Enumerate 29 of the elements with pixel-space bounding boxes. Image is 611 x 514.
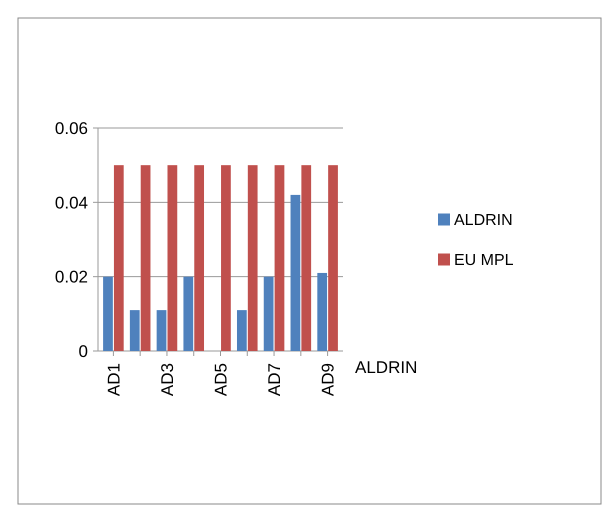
bar xyxy=(194,165,204,351)
bar xyxy=(328,165,338,351)
x-tick-label: AD5 xyxy=(211,363,230,396)
bar xyxy=(290,194,300,351)
bar xyxy=(221,165,231,351)
x-tick-label: AD3 xyxy=(158,363,177,396)
bar xyxy=(130,310,140,351)
y-tick-label: 0.02 xyxy=(54,268,88,287)
bar xyxy=(156,310,166,351)
bar xyxy=(301,165,312,351)
text: ALDRIN xyxy=(355,358,418,377)
x-tick-label: AD1 xyxy=(104,363,124,396)
legend-label: EU MPL xyxy=(454,252,514,270)
y-tick-label: 0.06 xyxy=(54,118,88,138)
bar xyxy=(236,310,247,351)
legend-label: ALDRIN xyxy=(454,212,513,230)
x-tick-label: AD9 xyxy=(318,363,338,396)
bar xyxy=(274,165,284,351)
bar xyxy=(317,272,328,351)
bar xyxy=(183,276,194,351)
x-tick-label: AD7 xyxy=(265,363,284,396)
bar xyxy=(103,276,113,351)
bar xyxy=(167,165,178,351)
y-tick-label: 0 xyxy=(78,342,88,361)
bar xyxy=(264,276,274,351)
y-tick-label: 0.04 xyxy=(54,193,88,212)
bar xyxy=(140,165,150,351)
bar xyxy=(114,165,124,351)
bar xyxy=(248,165,258,351)
